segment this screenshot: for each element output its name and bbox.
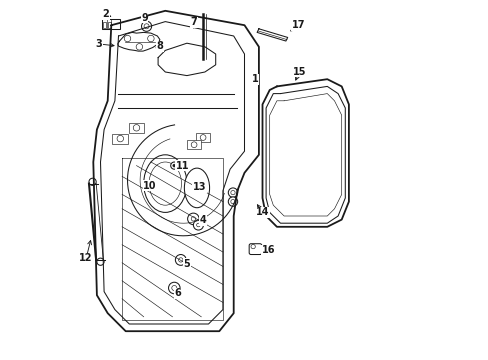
Circle shape xyxy=(187,213,199,225)
Ellipse shape xyxy=(143,155,186,212)
Text: 2: 2 xyxy=(102,9,109,19)
Text: 17: 17 xyxy=(291,20,305,30)
Text: 3: 3 xyxy=(95,39,102,49)
Circle shape xyxy=(170,162,178,169)
Text: 7: 7 xyxy=(190,17,197,27)
Text: 11: 11 xyxy=(176,161,189,171)
Text: 16: 16 xyxy=(262,245,275,255)
Circle shape xyxy=(97,258,104,265)
Text: 4: 4 xyxy=(199,215,206,225)
Bar xyxy=(196,133,210,142)
Text: 15: 15 xyxy=(292,67,305,77)
Text: 8: 8 xyxy=(156,41,163,51)
Circle shape xyxy=(147,35,154,42)
Circle shape xyxy=(228,188,237,197)
Text: 1: 1 xyxy=(251,74,258,84)
Bar xyxy=(102,19,120,29)
Text: 12: 12 xyxy=(79,253,93,264)
Text: 5: 5 xyxy=(183,258,190,269)
Circle shape xyxy=(124,35,130,42)
Text: 14: 14 xyxy=(255,207,269,217)
Text: 6: 6 xyxy=(174,288,181,298)
Circle shape xyxy=(175,255,186,265)
Circle shape xyxy=(172,164,175,167)
Bar xyxy=(107,22,110,28)
Circle shape xyxy=(89,178,96,185)
Circle shape xyxy=(228,197,237,206)
Bar xyxy=(186,140,201,149)
Text: 10: 10 xyxy=(143,181,157,191)
Circle shape xyxy=(136,44,142,50)
Circle shape xyxy=(168,282,180,294)
Bar xyxy=(112,134,128,144)
Bar xyxy=(103,22,106,28)
Circle shape xyxy=(193,220,203,230)
Ellipse shape xyxy=(184,168,209,208)
FancyBboxPatch shape xyxy=(249,244,261,255)
Bar xyxy=(128,123,144,133)
Circle shape xyxy=(141,21,151,31)
Text: 13: 13 xyxy=(192,182,206,192)
Text: 9: 9 xyxy=(141,13,147,23)
